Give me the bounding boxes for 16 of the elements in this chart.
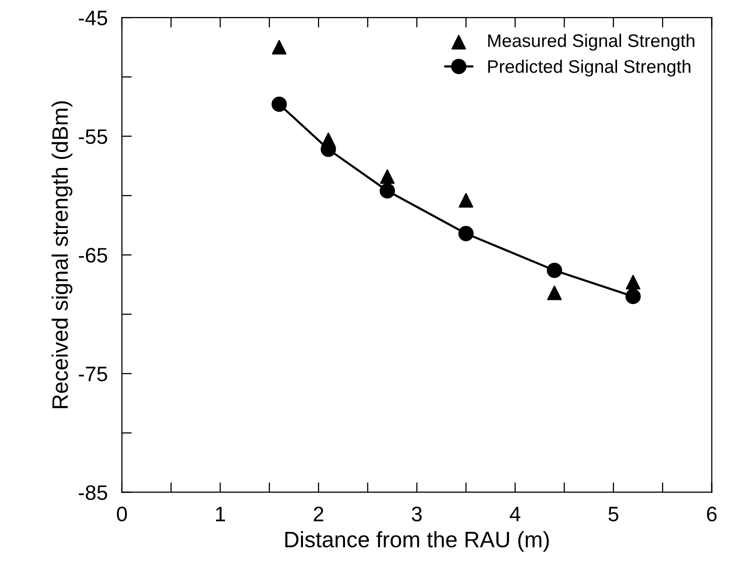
y-tick-label: -45	[78, 10, 108, 26]
x-tick-label: 3	[412, 506, 422, 522]
x-tick-label: 5	[608, 506, 618, 522]
y-tick-label: -75	[78, 366, 108, 382]
y-tick-label: -85	[78, 485, 108, 500]
x-axis-title: Distance from the RAU (m)	[285, 531, 549, 552]
y-tick-label: -65	[78, 248, 108, 263]
x-tick-label: 1	[216, 506, 225, 522]
x-tick-label: 6	[707, 506, 717, 522]
y-axis-title: Received signal strength (dBm)	[52, 101, 72, 408]
x-tick-label: 0	[116, 506, 127, 522]
y-tick-label: -55	[78, 129, 108, 144]
x-tick-label: 4	[510, 506, 520, 522]
legend-label: Measured Signal Strength	[488, 34, 694, 51]
legend-label: Predicted Signal Strength	[488, 60, 690, 77]
x-tick-label: 2	[314, 506, 324, 522]
